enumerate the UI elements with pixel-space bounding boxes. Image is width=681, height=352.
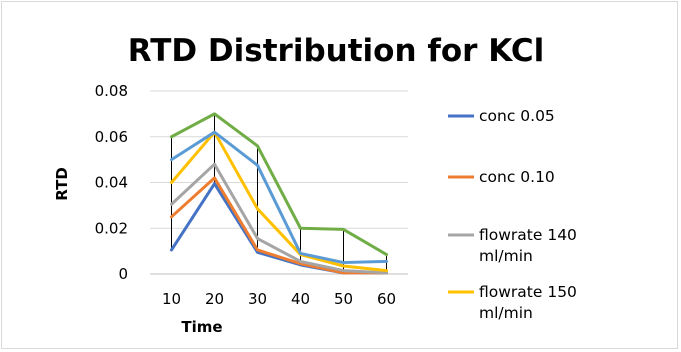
x-axis-label: Time <box>181 318 222 336</box>
series-line-5 <box>170 130 388 265</box>
legend-item: conc 0.10 <box>448 168 555 186</box>
y-tick-label: 0.06 <box>95 128 128 146</box>
legend-label-continued: ml/min <box>479 304 533 322</box>
series-lines <box>170 112 388 275</box>
x-tick-label: 60 <box>377 290 396 308</box>
series-line-6 <box>170 112 388 257</box>
legend-label: flowrate 150 <box>479 283 577 301</box>
x-tick-label: 20 <box>205 290 224 308</box>
legend-label: flowrate 140 <box>479 226 577 244</box>
series-line-4 <box>170 130 388 273</box>
y-tick-label: 0.04 <box>95 174 128 192</box>
legend-label: conc 0.05 <box>479 107 555 125</box>
legend-item: conc 0.05 <box>448 107 555 125</box>
y-axis-label: RTD <box>53 167 71 201</box>
series-line-3 <box>170 162 388 275</box>
x-tick-label: 10 <box>162 290 181 308</box>
x-tick-label: 50 <box>334 290 353 308</box>
legend-item: flowrate 150 ml/min <box>448 283 577 322</box>
drop-lines <box>171 113 387 273</box>
x-tick-label: 30 <box>248 290 267 308</box>
y-tick-label: 0.02 <box>95 219 128 237</box>
y-tick-labels: 0 0.02 0.04 0.06 0.08 <box>95 82 128 283</box>
series-line-2 <box>170 176 388 275</box>
legend-label-continued: ml/min <box>479 247 533 265</box>
chart-title: RTD Distribution for KCl <box>128 33 544 69</box>
gridlines <box>150 90 408 275</box>
x-tick-label: 40 <box>291 290 310 308</box>
y-tick-label: 0.08 <box>95 82 128 100</box>
x-tick-labels: 10 20 30 40 50 60 <box>162 290 396 308</box>
y-tick-label: 0 <box>118 265 128 283</box>
legend-label: conc 0.10 <box>479 168 555 186</box>
legend-item: flowrate 140 ml/min <box>448 226 577 265</box>
